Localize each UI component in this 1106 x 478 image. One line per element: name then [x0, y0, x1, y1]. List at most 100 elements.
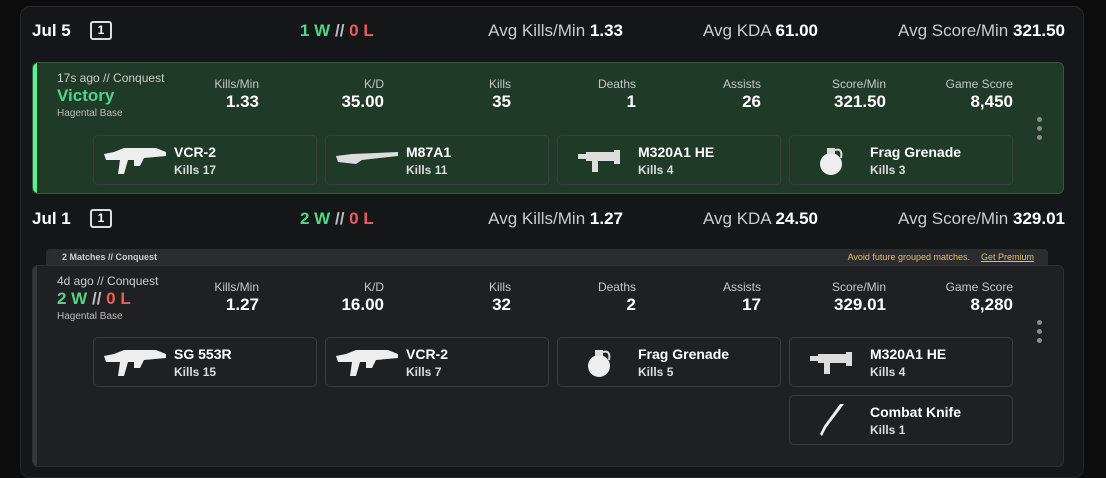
weapon-icon [336, 152, 398, 164]
day-win-loss: 2 W // 0 L [300, 209, 374, 229]
stat-value: 329.01 [834, 295, 886, 314]
day-average: Avg KDA 24.50 [703, 209, 818, 229]
kills-label: Kills [870, 423, 896, 437]
stat-label: Score/Min [831, 280, 886, 294]
day-average: Avg KDA 61.00 [703, 21, 818, 41]
average-label: Avg Kills/Min [488, 21, 586, 40]
stat-label: Game Score [945, 77, 1013, 91]
losses: 0 L [349, 209, 374, 228]
kills-value: 11 [434, 163, 448, 177]
weapon-kills: Kills 3 [870, 163, 905, 177]
dot [1036, 320, 1042, 325]
stat-value: 16.00 [341, 295, 384, 314]
more-options[interactable] [1035, 320, 1043, 348]
average-value: 61.00 [775, 21, 818, 40]
kills-value: 4 [898, 365, 906, 379]
stat-value: 2 [626, 295, 636, 314]
wins: 1 W [300, 21, 331, 40]
stat-label: K/D [363, 77, 384, 91]
wins: 2 W [300, 209, 331, 228]
weapon-tile: M320A1 HE Kills 4 [557, 135, 781, 185]
stat-label: Kills/Min [214, 77, 259, 91]
stat-label: Score/Min [831, 77, 886, 91]
dot [1036, 338, 1042, 343]
average-label: Avg Score/Min [898, 21, 1009, 40]
kills-label: Kills [638, 163, 664, 177]
weapon-icon [820, 404, 844, 436]
dot [1036, 126, 1042, 131]
day-average: Avg Score/Min 329.01 [898, 209, 1065, 229]
match-map: Hagental Base [57, 311, 123, 322]
stat-value: 1.33 [225, 92, 259, 111]
match-card: 17s ago // Conquest Victory Hagental Base K… [32, 62, 1064, 194]
weapon-tile: Combat Knife Kills 1 [789, 395, 1013, 445]
losses: 0 L [106, 289, 131, 308]
average-value: 329.01 [1013, 209, 1065, 228]
separator: // [334, 21, 345, 40]
kills-value: 17 [202, 163, 217, 177]
stat-value: 35 [492, 92, 511, 111]
weapon-icon [104, 148, 166, 174]
weapon-kills: Kills 1 [870, 423, 905, 437]
weapon-tile: M320A1 HE Kills 4 [789, 337, 1013, 387]
weapon-icon [588, 350, 611, 377]
kills-value: 5 [666, 365, 674, 379]
day-average: Avg Score/Min 321.50 [898, 21, 1065, 41]
weapon-name: Frag Grenade [638, 346, 730, 362]
kills-value: 15 [202, 365, 217, 379]
weapon-name: M87A1 [406, 144, 452, 160]
stat-value: 35.00 [341, 92, 384, 111]
stat-label: Deaths [597, 280, 636, 294]
separator: // [334, 209, 345, 228]
match-count: 1 [90, 21, 112, 40]
average-value: 1.33 [589, 21, 623, 40]
kills-value: 1 [898, 423, 906, 437]
day-average: Avg Kills/Min 1.33 [488, 21, 623, 41]
losses: 0 L [349, 21, 374, 40]
weapon-name: SG 553R [174, 346, 232, 362]
status-bar [33, 266, 37, 466]
weapon-kills: Kills 4 [870, 365, 905, 379]
group-title: 2 Matches // Conquest [62, 252, 158, 262]
weapon-icon [810, 352, 852, 374]
average-value: 24.50 [775, 209, 818, 228]
match-card: 4d ago // Conquest 2 W // 0 L Hagental Bas… [32, 265, 1064, 467]
day-average: Avg Kills/Min 1.27 [488, 209, 623, 229]
wins: 2 W [57, 289, 88, 308]
match-count: 1 [90, 209, 112, 228]
match-result: Victory [57, 86, 115, 105]
status-bar [33, 63, 37, 193]
kills-label: Kills [870, 163, 896, 177]
page: (() => { const data = JSON.parse(documen… [20, 6, 1084, 478]
kills-label: Kills [174, 365, 200, 379]
kills-label: Kills [406, 365, 432, 379]
more-options[interactable] [1035, 117, 1043, 145]
stat-value: 8,280 [970, 295, 1013, 314]
average-label: Avg KDA [702, 209, 771, 228]
stat-label: Kills [488, 280, 511, 294]
weapon-name: Combat Knife [870, 404, 961, 420]
weapon-tile: Frag Grenade Kills 3 [789, 135, 1013, 185]
day-date: Jul 1 [32, 209, 71, 228]
weapon-name: VCR-2 [406, 346, 449, 362]
stat-label: K/D [363, 280, 384, 294]
weapon-kills: Kills 15 [174, 365, 216, 379]
day-date: Jul 5 [32, 21, 71, 40]
stat-value: 17 [742, 295, 761, 314]
weapon-kills: Kills 7 [406, 365, 441, 379]
average-label: Avg KDA [702, 21, 771, 40]
stat-label: Game Score [945, 280, 1013, 294]
kills-label: Kills [174, 163, 200, 177]
premium-link[interactable]: Get Premium [980, 252, 1034, 262]
stat-value: 321.50 [834, 92, 886, 111]
weapon-name: M320A1 HE [638, 144, 715, 160]
stat-label: Assists [722, 280, 761, 294]
stat-value: 1.27 [225, 295, 259, 314]
stat-label: Kills/Min [214, 280, 259, 294]
weapon-tile: M87A1 Kills 11 [325, 135, 549, 185]
weapon-name: M320A1 HE [870, 346, 947, 362]
weapon-icon [336, 350, 398, 376]
kills-label: Kills [870, 365, 896, 379]
kills-value: 7 [434, 365, 442, 379]
match-time: 17s ago // Conquest [57, 71, 165, 85]
